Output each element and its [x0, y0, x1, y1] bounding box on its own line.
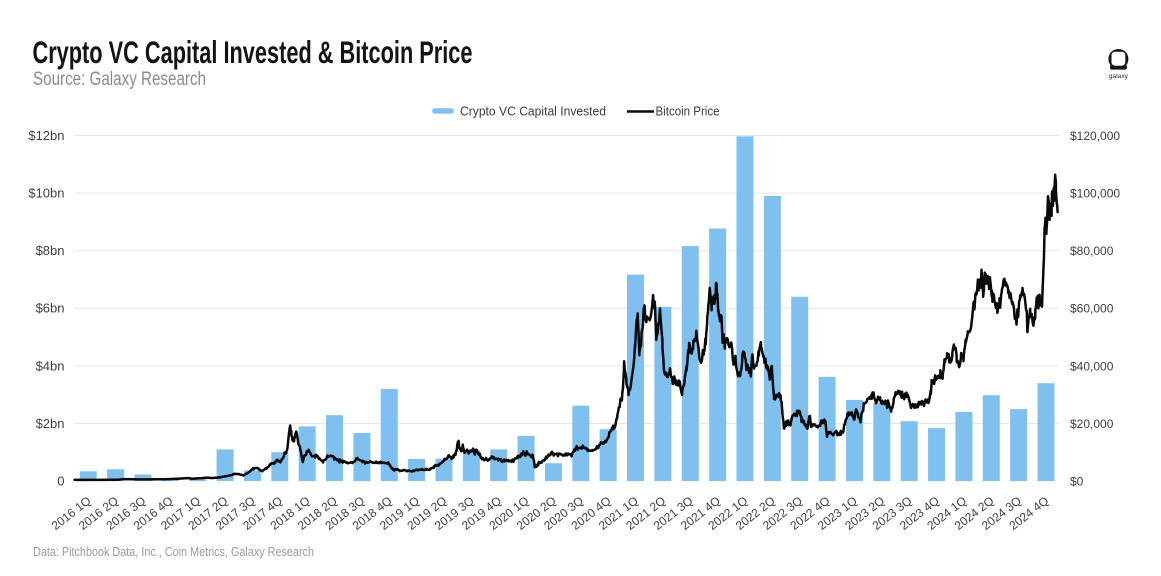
svg-text:Source: Galaxy Research: Source: Galaxy Research: [33, 69, 206, 90]
svg-text:Bitcoin Price: Bitcoin Price: [656, 104, 720, 119]
svg-text:galaxy: galaxy: [1109, 73, 1129, 80]
svg-text:$6bn: $6bn: [36, 301, 65, 316]
svg-text:$2bn: $2bn: [36, 416, 65, 431]
svg-text:$10bn: $10bn: [28, 186, 64, 201]
svg-text:$0: $0: [1070, 475, 1084, 489]
svg-text:$8bn: $8bn: [36, 243, 65, 258]
svg-text:$20,000: $20,000: [1070, 417, 1114, 431]
svg-text:Crypto VC Capital Invested: Crypto VC Capital Invested: [460, 104, 606, 119]
svg-text:0: 0: [57, 474, 64, 489]
svg-text:$60,000: $60,000: [1070, 302, 1114, 316]
svg-text:Data: Pitchbook Data, Inc., Co: Data: Pitchbook Data, Inc., Coin Metrics…: [33, 545, 314, 559]
svg-text:$4bn: $4bn: [36, 358, 65, 373]
svg-text:$40,000: $40,000: [1070, 359, 1114, 373]
svg-text:$12bn: $12bn: [28, 128, 64, 143]
svg-text:$120,000: $120,000: [1070, 129, 1120, 143]
svg-text:$100,000: $100,000: [1070, 187, 1120, 201]
svg-text:$80,000: $80,000: [1070, 244, 1114, 258]
svg-text:Crypto VC Capital Invested & B: Crypto VC Capital Invested & Bitcoin Pri…: [33, 34, 473, 70]
